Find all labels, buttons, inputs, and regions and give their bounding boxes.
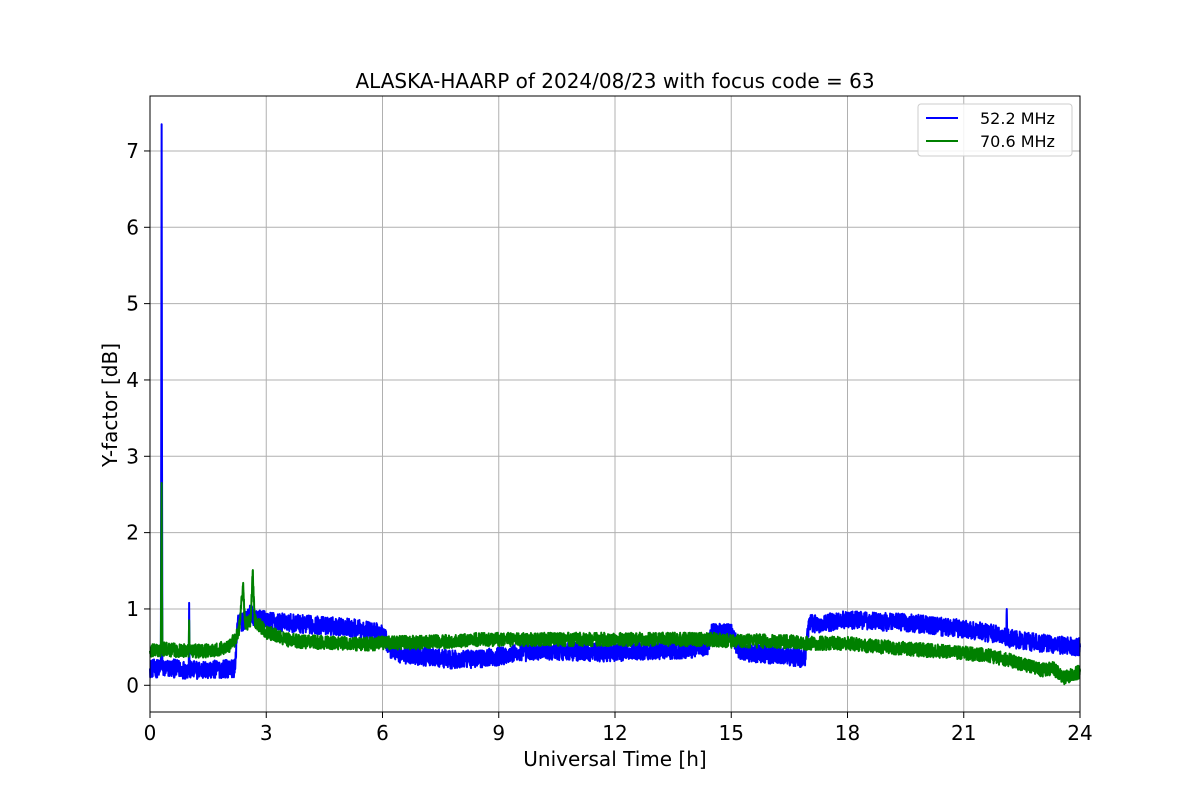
y-tick-label: 3: [126, 444, 139, 468]
y-tick-label: 1: [126, 597, 139, 621]
chart-title: ALASKA-HAARP of 2024/08/23 with focus co…: [355, 69, 874, 93]
x-tick-label: 12: [602, 721, 627, 745]
x-axis-label: Universal Time [h]: [523, 747, 706, 771]
legend-label: 52.2 MHz: [980, 109, 1055, 128]
legend: 52.2 MHz 70.6 MHz: [917, 103, 1073, 157]
x-tick-label: 15: [719, 721, 744, 745]
x-tick-label: 24: [1067, 721, 1092, 745]
y-tick-label: 2: [126, 521, 139, 545]
x-tick-label: 3: [260, 721, 273, 745]
y-axis-label: Y-factor [dB]: [98, 343, 122, 468]
series-layer: [149, 123, 1081, 686]
y-tick-label: 6: [126, 215, 139, 239]
y-tick-label: 4: [126, 368, 139, 392]
x-tick-label: 0: [144, 721, 157, 745]
x-tick-label: 18: [835, 721, 860, 745]
y-tick-label: 7: [126, 139, 139, 163]
series-line-2: [149, 482, 1081, 686]
x-tick-label: 21: [951, 721, 976, 745]
y-tick-label: 5: [126, 292, 139, 316]
x-tick-label: 6: [376, 721, 389, 745]
legend-label: 70.6 MHz: [980, 132, 1055, 151]
y-tick-label: 0: [126, 673, 139, 697]
series-line-1: [149, 123, 1081, 681]
x-tick-label: 9: [492, 721, 505, 745]
